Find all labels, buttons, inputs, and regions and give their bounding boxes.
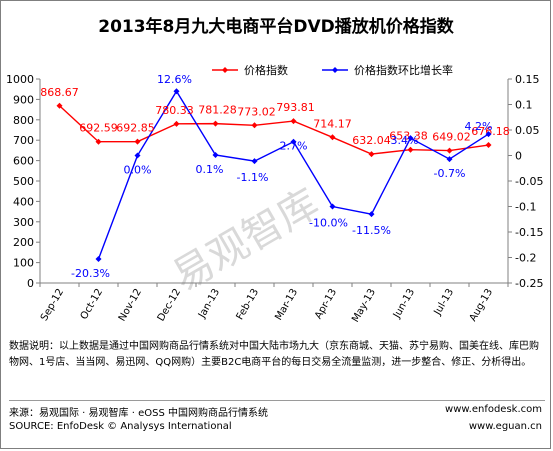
growth-rate-point [485,131,492,138]
legend-marker-growth-rate [332,67,338,73]
left-tick-label: 0 [27,277,34,290]
price-index-label: 676.18 [471,125,510,138]
price-index-point [134,138,141,145]
right-tick-label: -0.1 [515,201,536,214]
price-index-label: 714.17 [313,117,352,130]
watermark: 易观智库 [165,180,327,300]
growth-rate-label: 0.0% [124,164,152,177]
price-index-point [329,134,336,141]
price-index-point [368,151,375,158]
left-tick-label: 900 [13,93,34,106]
x-tick-label: Nov-12 [117,287,144,323]
price-index-label: 692.59 [79,122,118,135]
growth-rate-point [368,211,375,218]
x-tick-label: Sep-12 [39,287,66,323]
price-index-label: 781.28 [198,104,237,117]
chart-title: 2013年8月九大电商平台DVD播放机价格指数 [98,16,455,37]
left-tick-label: 200 [13,236,34,249]
price-index-label: 653.38 [389,130,428,143]
right-tick-label: -0.05 [515,175,543,188]
price-index-label: 868.67 [40,86,79,99]
price-index-label: 692.85 [116,122,155,135]
series-line-1 [59,105,489,155]
growth-rate-label: -0.7% [434,167,466,180]
growth-rate-label: 0.1% [196,163,224,176]
site-eguan: www.eguan.cn [468,421,542,432]
price-index-point [485,142,492,149]
price-index-label: 793.81 [276,101,315,114]
price-index-point [407,146,414,153]
x-tick-label: Apr-13 [313,287,339,321]
source-en: SOURCE: EnfoDesk © Analysys Internationa… [9,421,232,432]
price-index-point [173,120,180,127]
growth-rate-point [446,156,453,163]
growth-rate-point [95,256,102,263]
price-index-point [290,118,297,125]
x-tick-label: Feb-13 [235,287,262,322]
growth-rate-label: 3.4% [391,134,419,147]
growth-rate-label: -1.1% [237,171,269,184]
source-cn: 来源：易观国际 · 易观智库 · eOSS 中国网购商品行情系统 [9,408,268,419]
price-index-label: 632.04 [352,134,391,147]
right-tick-label: -0.2 [515,252,536,265]
legend-label-price-index: 价格指数 [244,63,288,77]
legend-marker-price-index [222,67,228,73]
growth-rate-label: 12.6% [157,73,192,86]
x-tick-label: Oct-12 [79,287,105,322]
growth-rate-point [173,88,180,95]
growth-rate-label: -11.5% [352,224,391,237]
left-tick-label: 600 [13,155,34,168]
price-index-label: 780.33 [155,104,194,117]
x-tick-label: May-13 [350,287,378,324]
growth-rate-label: -10.0% [309,217,348,230]
left-tick-label: 100 [13,257,34,270]
divider [9,400,545,401]
growth-rate-point [407,135,414,142]
price-index-label: 649.02 [432,131,471,144]
right-tick-label: 0 [515,150,522,163]
growth-rate-point [134,152,141,159]
left-tick-label: 500 [13,175,34,188]
left-tick-label: 1000 [6,73,34,86]
growth-rate-point [290,138,297,145]
price-index-point [212,120,219,127]
right-tick-label: 0.1 [515,99,533,112]
right-tick-label: 0.15 [515,73,540,86]
growth-rate-label: -20.3% [71,267,110,280]
legend-label-growth-rate: 价格指数环比增长率 [354,63,453,77]
left-tick-label: 700 [13,134,34,147]
price-index-point [95,138,102,145]
price-index-point [56,102,63,109]
growth-rate-label: 4.2% [465,120,493,133]
site-enfodesk: www.enfodesk.com [445,404,542,415]
right-tick-label: -0.15 [515,226,543,239]
x-tick-label: Jun-13 [391,287,417,321]
growth-rate-label: 2.7% [280,140,308,153]
left-tick-label: 400 [13,195,34,208]
growth-rate-point [329,203,336,210]
left-tick-label: 800 [13,114,34,127]
right-tick-label: -0.25 [515,277,543,290]
x-tick-label: Dec-12 [156,287,183,323]
left-tick-label: 300 [13,216,34,229]
right-tick-label: 0.05 [515,124,540,137]
growth-rate-point [212,151,219,158]
price-index-point [446,147,453,154]
price-index-point [251,122,258,129]
data-note: 数据说明：以上数据是通过中国网购商品行情系统对中国大陆市场九大（京东商城、天猫、… [9,341,539,368]
growth-rate-point [251,158,258,165]
price-index-label: 773.02 [237,105,276,118]
x-tick-label: Jul-13 [432,287,456,318]
x-tick-label: Aug-13 [468,287,495,324]
x-tick-label: Mar-13 [273,287,300,322]
